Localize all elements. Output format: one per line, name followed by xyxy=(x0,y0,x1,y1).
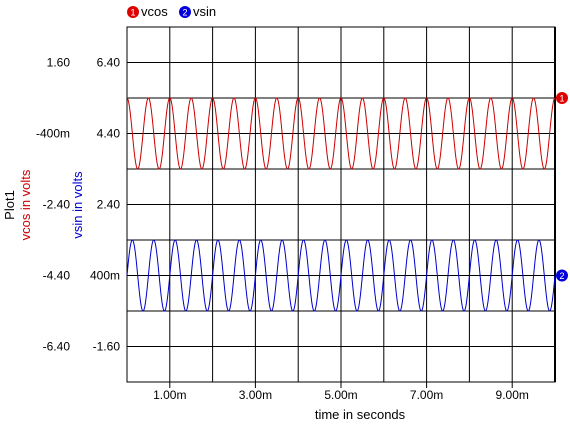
x-tick-label: 9.00m xyxy=(496,388,529,402)
y-tick-label-vcos: -4.40 xyxy=(43,269,71,283)
x-tick-label: 1.00m xyxy=(153,388,186,402)
legend-marker-vcos-label: 1 xyxy=(130,8,135,18)
series-line-vsin xyxy=(126,239,556,312)
legend: 1 vcos 2 vsin xyxy=(127,4,216,19)
y-tick-label-vsin: 4.40 xyxy=(97,127,121,141)
end-marker-vsin xyxy=(556,269,568,282)
tick-labels: 1.00m 3.00m 5.00m 7.00m 9.00m 1.60 -400m -2.40 -… xyxy=(36,56,529,403)
x-tick-label: 7.00m xyxy=(410,388,443,402)
series-line-vcos xyxy=(126,97,556,170)
end-marker-vcos xyxy=(556,92,568,104)
x-axis-label: time in seconds xyxy=(315,407,406,422)
y-axis-label-vsin: vsin in volts xyxy=(70,171,85,239)
plot-title: Plot1 xyxy=(2,190,17,220)
y-axis-label-vcos: vcos in volts xyxy=(18,169,33,240)
y-tick-label-vcos: -400m xyxy=(36,127,70,141)
end-marker-label-vcos: 1 xyxy=(559,94,564,104)
x-tick-label: 3.00m xyxy=(239,388,272,402)
y-tick-label-vsin: -1.60 xyxy=(93,340,121,354)
y-tick-label-vsin: 2.40 xyxy=(97,198,121,212)
legend-marker-vcos xyxy=(127,6,139,18)
legend-marker-vsin xyxy=(179,6,191,18)
y-tick-label-vcos: -6.40 xyxy=(43,340,71,354)
y-tick-label-vsin: 6.40 xyxy=(97,56,121,70)
grid xyxy=(126,26,556,388)
legend-label-vcos: vcos xyxy=(141,4,168,19)
series-group xyxy=(126,97,556,312)
legend-label-vsin: vsin xyxy=(193,4,216,19)
y-tick-label-vcos: 1.60 xyxy=(47,56,71,70)
y-tick-label-vsin: 400m xyxy=(90,269,120,283)
series-end-markers: 12 xyxy=(556,92,568,282)
y-tick-label-vcos: -2.40 xyxy=(43,198,71,212)
legend-marker-vsin-label: 2 xyxy=(182,8,187,18)
end-marker-label-vsin: 2 xyxy=(559,271,564,281)
x-tick-label: 5.00m xyxy=(324,388,357,402)
